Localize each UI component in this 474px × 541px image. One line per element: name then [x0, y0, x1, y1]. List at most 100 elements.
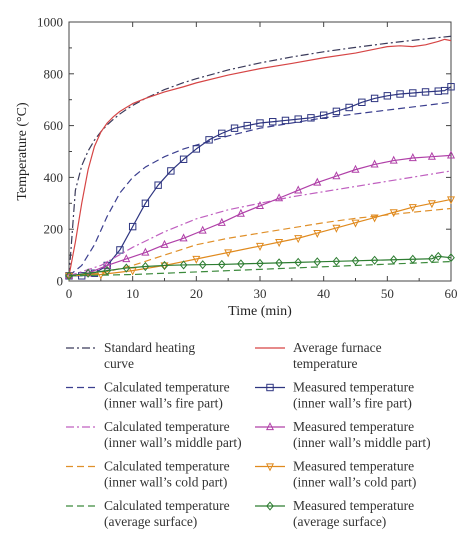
- data-point: [370, 255, 379, 265]
- data-point: [154, 181, 162, 189]
- legend-item: Calculated temperature(inner wall’s fire…: [66, 380, 230, 411]
- data-point: [313, 229, 322, 239]
- series-9: [65, 251, 455, 281]
- y-tick-label: 0: [57, 274, 64, 289]
- series-line: [68, 170, 452, 277]
- data-point: [122, 254, 131, 263]
- data-point: [243, 121, 251, 130]
- y-tick-label: 800: [44, 66, 64, 81]
- data-point: [224, 249, 233, 258]
- legend-label: Measured temperature: [293, 459, 414, 474]
- series-5: [64, 150, 456, 279]
- series-2: [68, 101, 452, 277]
- data-point: [230, 124, 239, 132]
- series-group: [64, 35, 456, 281]
- data-point: [370, 94, 379, 103]
- plot-frame: [68, 21, 452, 282]
- data-point: [313, 177, 322, 186]
- data-point: [383, 92, 392, 100]
- data-point: [205, 136, 213, 144]
- series-line: [68, 38, 452, 276]
- data-point: [440, 86, 449, 95]
- data-point: [64, 272, 74, 281]
- data-point: [122, 263, 131, 273]
- data-point: [409, 89, 417, 97]
- legend-label: (inner wall’s fire part): [104, 396, 223, 411]
- data-point: [434, 251, 443, 261]
- legend-marker: [265, 463, 275, 472]
- series-line: [68, 35, 452, 276]
- data-point: [192, 255, 201, 264]
- legend-item: Calculated temperature(average surface): [66, 498, 230, 529]
- data-point: [332, 256, 341, 266]
- data-point: [408, 254, 417, 264]
- x-tick-label: 30: [254, 286, 267, 301]
- series-4: [68, 170, 452, 277]
- plot-area: [68, 21, 452, 282]
- legend-label: Calculated temperature: [104, 419, 230, 434]
- series-line: [68, 198, 452, 277]
- data-point: [256, 258, 264, 268]
- data-point: [128, 222, 137, 231]
- data-point: [179, 155, 188, 163]
- data-point: [358, 98, 366, 106]
- data-point: [65, 271, 73, 281]
- data-point: [428, 254, 436, 264]
- data-point: [332, 224, 341, 233]
- data-point: [294, 235, 303, 244]
- data-point: [255, 242, 265, 251]
- series-line: [68, 207, 452, 277]
- legend-label: Standard heating: [104, 340, 195, 355]
- data-point: [236, 208, 245, 217]
- data-point: [294, 115, 302, 123]
- data-point: [408, 153, 417, 162]
- data-point: [332, 171, 341, 180]
- legend-item: Measured temperature(inner wall’s fire p…: [255, 380, 414, 411]
- data-point: [281, 116, 290, 125]
- data-point: [396, 90, 404, 98]
- data-point: [103, 266, 112, 276]
- y-axis: 0 200 400 600 800 1000: [37, 15, 451, 289]
- legend-label: Calculated temperature: [104, 380, 230, 395]
- legend-label: Average furnace: [293, 340, 382, 355]
- data-point: [141, 261, 150, 272]
- data-point: [345, 103, 353, 112]
- y-tick-label: 600: [44, 118, 64, 133]
- series-3: [65, 83, 455, 280]
- data-point: [351, 164, 360, 173]
- data-point: [269, 118, 277, 126]
- legend-label: (inner wall’s fire part): [293, 396, 412, 411]
- series-line: [68, 260, 452, 277]
- data-point: [313, 257, 322, 267]
- legend-item: Calculated temperature(inner wall’s midd…: [66, 419, 242, 450]
- series-line: [68, 255, 452, 277]
- data-point: [307, 114, 315, 122]
- legend-label: (inner wall’s middle part): [293, 435, 431, 450]
- legend-label: Measured temperature: [293, 380, 414, 395]
- x-tick-label: 20: [190, 286, 203, 301]
- data-point: [275, 193, 284, 202]
- data-point: [389, 255, 398, 265]
- data-point: [389, 155, 398, 164]
- legend-label: Measured temperature: [293, 498, 414, 513]
- data-point: [217, 259, 226, 270]
- y-tick-label: 200: [44, 222, 64, 237]
- series-0: [68, 35, 452, 276]
- data-point: [319, 111, 328, 119]
- data-point: [84, 268, 92, 278]
- data-point: [427, 151, 436, 160]
- data-point: [217, 217, 226, 226]
- data-point: [141, 247, 150, 256]
- series-1: [68, 38, 452, 276]
- legend-item: Measured temperature(inner wall’s middle…: [255, 419, 431, 450]
- series-line: [69, 86, 452, 277]
- data-point: [389, 209, 398, 218]
- data-point: [370, 214, 379, 223]
- legend-label: Calculated temperature: [104, 498, 230, 513]
- legend-label: (inner wall’s middle part): [104, 435, 242, 450]
- data-point: [427, 200, 436, 209]
- data-point: [275, 258, 283, 268]
- data-point: [446, 196, 456, 205]
